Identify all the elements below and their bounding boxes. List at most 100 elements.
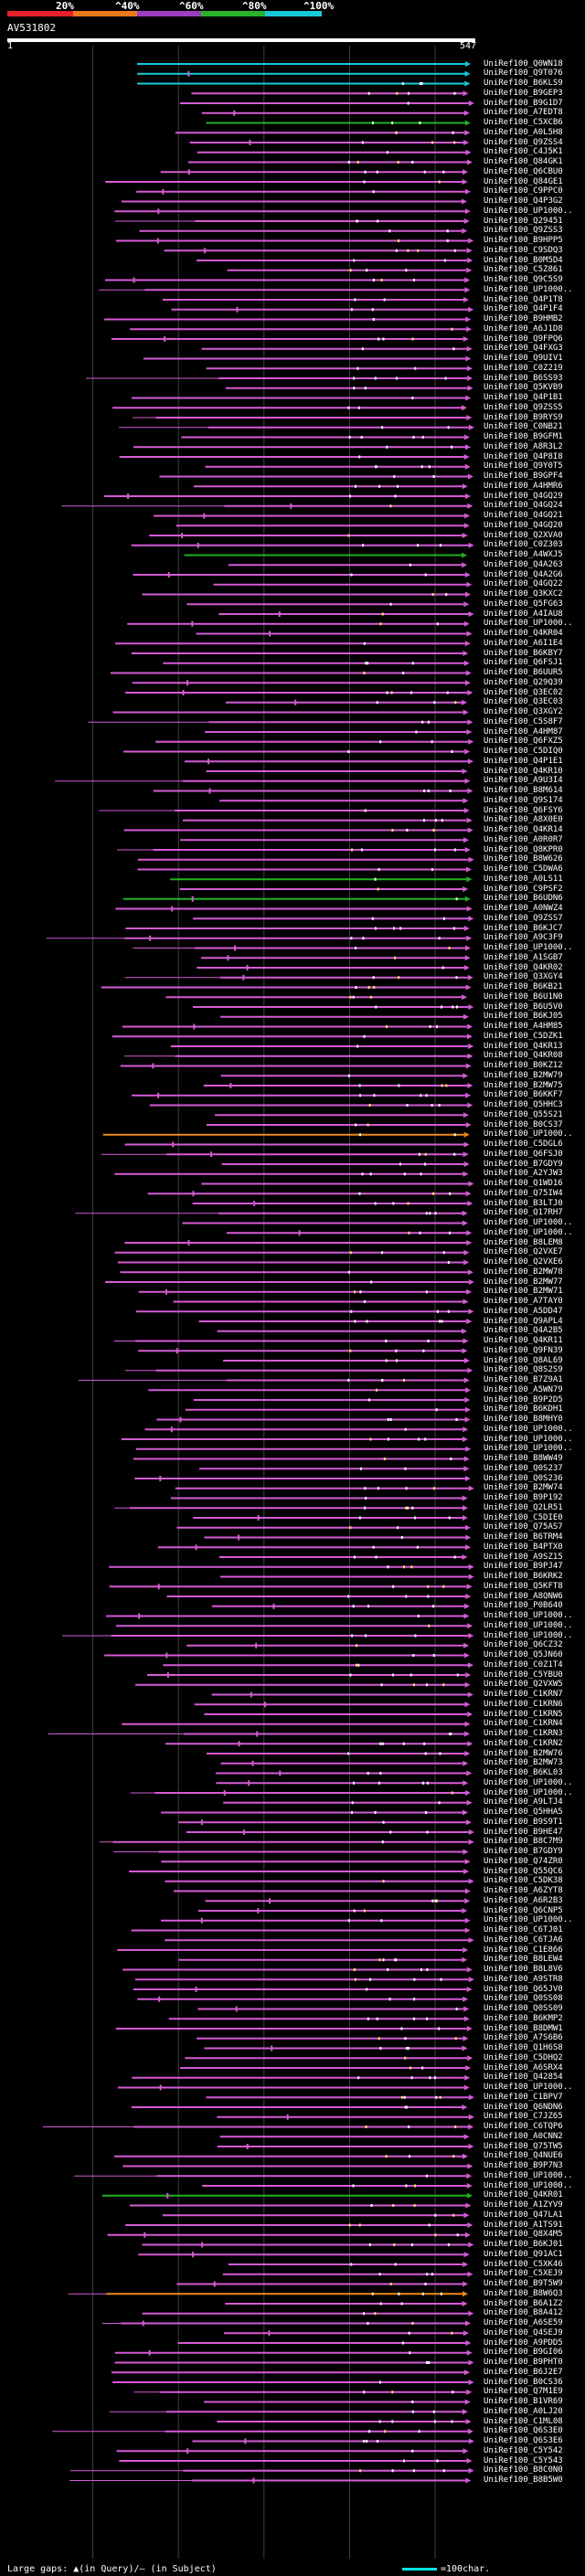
- hit-label[interactable]: UniRef100_Q3XGY2: [484, 707, 563, 716]
- hit-label[interactable]: UniRef100_Q0S236: [484, 1473, 563, 1483]
- hit-label[interactable]: UniRef100_Q4P1F4: [484, 304, 563, 314]
- hit-label[interactable]: UniRef100_A9LTJ4: [484, 1797, 563, 1807]
- hit-label[interactable]: UniRef100_B2MW73: [484, 1758, 563, 1768]
- hit-label[interactable]: UniRef100_Q47LA1: [484, 2210, 563, 2220]
- hit-label[interactable]: UniRef100_Q4GQ24: [484, 501, 563, 511]
- hit-label[interactable]: UniRef100_B6KLS9: [484, 79, 563, 88]
- hit-label[interactable]: UniRef100_UP1000..: [484, 2180, 573, 2190]
- hit-label[interactable]: UniRef100_Q4P1T8: [484, 294, 563, 304]
- hit-label[interactable]: UniRef100_C5DWA6: [484, 864, 563, 874]
- hit-label[interactable]: UniRef100_A1ZYV9: [484, 2200, 563, 2210]
- hit-label[interactable]: UniRef100_B7Z9A1: [484, 1375, 563, 1384]
- hit-label[interactable]: UniRef100_UP1000..: [484, 1218, 573, 1227]
- hit-label[interactable]: UniRef100_B9GFM1: [484, 432, 563, 441]
- hit-label[interactable]: UniRef100_B9P7N3: [484, 2161, 563, 2170]
- hit-label[interactable]: UniRef100_C9PSF2: [484, 884, 563, 894]
- hit-label[interactable]: UniRef100_B6KRK2: [484, 1572, 563, 1581]
- hit-label[interactable]: UniRef100_B6KDH1: [484, 1405, 563, 1415]
- hit-label[interactable]: UniRef100_B9PJ47: [484, 1562, 563, 1572]
- hit-label[interactable]: UniRef100_B6U5V0: [484, 1002, 563, 1012]
- hit-label[interactable]: UniRef100_Q9C5S9: [484, 275, 563, 284]
- hit-label[interactable]: UniRef100_Q55QC6: [484, 1866, 563, 1876]
- hit-label[interactable]: UniRef100_A8R3L2: [484, 441, 563, 451]
- hit-label[interactable]: UniRef100_Q2VXW5: [484, 1680, 563, 1690]
- hit-label[interactable]: UniRef100_C5XEJ9: [484, 2269, 563, 2279]
- hit-label[interactable]: UniRef100_B2MW74: [484, 1483, 563, 1493]
- hit-label[interactable]: UniRef100_A7S6B6: [484, 2033, 563, 2043]
- hit-label[interactable]: UniRef100_A1TS91: [484, 2220, 563, 2230]
- hit-label[interactable]: UniRef100_Q4A263: [484, 559, 563, 569]
- hit-label[interactable]: UniRef100_A6ZYT8: [484, 1886, 563, 1895]
- hit-label[interactable]: UniRef100_B9PHT0: [484, 2358, 563, 2367]
- hit-label[interactable]: UniRef100_C5DIQ0: [484, 747, 563, 756]
- hit-label[interactable]: UniRef100_Q6CBU0: [484, 166, 563, 176]
- hit-label[interactable]: UniRef100_Q84GK1: [484, 157, 563, 166]
- hit-label[interactable]: UniRef100_B7GDY9: [484, 1159, 563, 1169]
- hit-label[interactable]: UniRef100_Q0WN18: [484, 58, 563, 69]
- hit-label[interactable]: UniRef100_B6KJC7: [484, 923, 563, 933]
- hit-label[interactable]: UniRef100_Q29451: [484, 216, 563, 226]
- hit-label[interactable]: UniRef100_Q9ZSS5: [484, 402, 563, 412]
- hit-label[interactable]: UniRef100_A1SGB7: [484, 952, 563, 962]
- hit-label[interactable]: UniRef100_UP1000..: [484, 2083, 573, 2092]
- hit-label[interactable]: UniRef100_A7TAY0: [484, 1297, 563, 1306]
- hit-label[interactable]: UniRef100_B9GI06: [484, 2348, 563, 2358]
- hit-label[interactable]: UniRef100_B8LEM8: [484, 1237, 563, 1247]
- hit-label[interactable]: UniRef100_A5WN79: [484, 1384, 563, 1394]
- hit-label[interactable]: UniRef100_Q5HHA5: [484, 1807, 563, 1817]
- hit-label[interactable]: UniRef100_C7JZ65: [484, 2112, 563, 2122]
- hit-label[interactable]: UniRef100_B2MW77: [484, 1277, 563, 1287]
- hit-label[interactable]: UniRef100_Q4KR13: [484, 1041, 563, 1051]
- hit-label[interactable]: UniRef100_Q65JV0: [484, 1984, 563, 1994]
- hit-label[interactable]: UniRef100_B8DMW1: [484, 2023, 563, 2033]
- hit-label[interactable]: UniRef100_B8W626: [484, 854, 563, 864]
- hit-label[interactable]: UniRef100_B3LTJ0: [484, 1198, 563, 1208]
- hit-label[interactable]: UniRef100_B7GDY9: [484, 1847, 563, 1856]
- hit-label[interactable]: UniRef100_C5S8F7: [484, 716, 563, 726]
- hit-label[interactable]: UniRef100_B2MW76: [484, 1748, 563, 1758]
- hit-label[interactable]: UniRef100_A4WXJ5: [484, 550, 563, 559]
- hit-label[interactable]: UniRef100_Q9APL4: [484, 1316, 563, 1326]
- hit-label[interactable]: UniRef100_C9SDQ3: [484, 245, 563, 255]
- hit-label[interactable]: UniRef100_Q8X4M5: [484, 2230, 563, 2240]
- hit-label[interactable]: UniRef100_C5YBU0: [484, 1670, 563, 1680]
- hit-label[interactable]: UniRef100_UP1000..: [484, 1630, 573, 1640]
- hit-label[interactable]: UniRef100_UP1000..: [484, 619, 573, 629]
- hit-label[interactable]: UniRef100_B2MW78: [484, 1267, 563, 1277]
- hit-label[interactable]: UniRef100_Q9UIV1: [484, 354, 563, 363]
- hit-label[interactable]: UniRef100_Q3XGY4: [484, 972, 563, 982]
- hit-label[interactable]: UniRef100_C5Y543: [484, 2455, 563, 2465]
- hit-label[interactable]: UniRef100_B6KB21: [484, 982, 563, 991]
- hit-label[interactable]: UniRef100_Q4GQ20: [484, 520, 563, 530]
- hit-label[interactable]: UniRef100_UP1000..: [484, 1787, 573, 1797]
- hit-label[interactable]: UniRef100_B9P2D5: [484, 1394, 563, 1405]
- hit-label[interactable]: UniRef100_C5DIE0: [484, 1512, 563, 1522]
- hit-label[interactable]: UniRef100_Q1WD16: [484, 1179, 563, 1188]
- hit-label[interactable]: UniRef100_Q6S3E6: [484, 2436, 563, 2445]
- hit-label[interactable]: UniRef100_C1E866: [484, 1945, 563, 1955]
- hit-label[interactable]: UniRef100_B6U1N0: [484, 991, 563, 1002]
- hit-label[interactable]: UniRef100_Q4P3G2: [484, 196, 563, 206]
- hit-label[interactable]: UniRef100_B0KZ12: [484, 1061, 563, 1070]
- hit-label[interactable]: UniRef100_A0CNN2: [484, 2131, 563, 2141]
- hit-label[interactable]: UniRef100_B6KMP2: [484, 2013, 563, 2023]
- hit-label[interactable]: UniRef100_A4HM87: [484, 726, 563, 737]
- hit-label[interactable]: UniRef100_A9PDD5: [484, 2337, 563, 2348]
- hit-label[interactable]: UniRef100_Q8S2S9: [484, 1365, 563, 1375]
- hit-label[interactable]: UniRef100_B9RYS9: [484, 412, 563, 422]
- hit-label[interactable]: UniRef100_B2MW71: [484, 1287, 563, 1297]
- hit-label[interactable]: UniRef100_C1BPV7: [484, 2092, 563, 2102]
- hit-label[interactable]: UniRef100_Q75TW5: [484, 2141, 563, 2151]
- hit-label[interactable]: UniRef100_Q5HHC3: [484, 1100, 563, 1109]
- hit-label[interactable]: UniRef100_UP1000..: [484, 1915, 573, 1925]
- hit-label[interactable]: UniRef100_B9S9T1: [484, 1817, 563, 1827]
- hit-label[interactable]: UniRef100_Q55S21: [484, 1109, 563, 1119]
- hit-label[interactable]: UniRef100_A0LJ20: [484, 2406, 563, 2416]
- hit-label[interactable]: UniRef100_Q9S174: [484, 795, 563, 805]
- hit-label[interactable]: UniRef100_B9P192: [484, 1493, 563, 1502]
- hit-label[interactable]: UniRef100_C6TJA6: [484, 1935, 563, 1945]
- hit-label[interactable]: UniRef100_Q3KXC2: [484, 589, 563, 599]
- hit-label[interactable]: UniRef100_B6UDN6: [484, 894, 563, 904]
- hit-label[interactable]: UniRef100_Q3EC02: [484, 687, 563, 697]
- hit-label[interactable]: UniRef100_B6KJ01: [484, 2240, 563, 2249]
